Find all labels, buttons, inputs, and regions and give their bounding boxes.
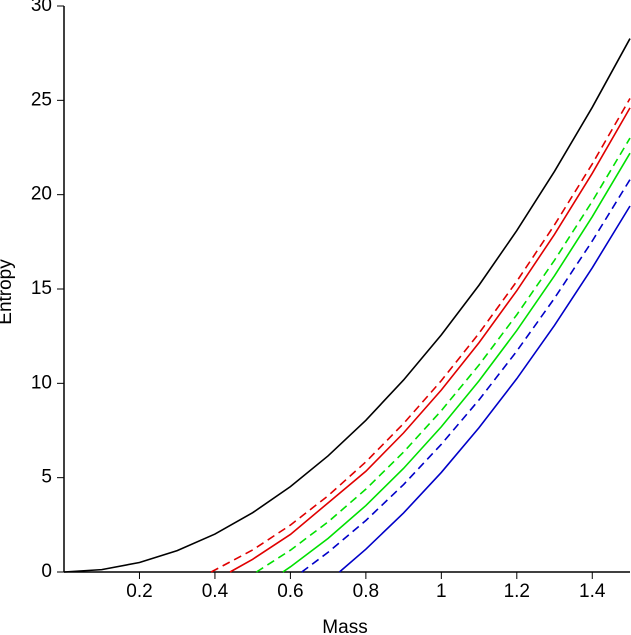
y-tick-label: 10 [31, 372, 52, 393]
curve [63, 38, 631, 573]
x-tick-label: 0.2 [126, 581, 152, 602]
y-tick-label: 15 [31, 278, 52, 299]
y-tick-label: 30 [31, 0, 52, 16]
curve [338, 205, 631, 573]
y-axis-label: Entropy [0, 259, 16, 325]
x-axis-label: Mass [322, 617, 367, 635]
y-tick-label: 25 [31, 89, 52, 110]
y-tick-label: 5 [41, 467, 52, 488]
x-tick-label: 1.2 [504, 581, 530, 602]
curve [256, 137, 631, 573]
x-tick-label: 1.4 [579, 581, 606, 602]
curve [210, 98, 631, 573]
y-tick-label: 0 [41, 561, 52, 582]
curve [282, 152, 631, 573]
x-tick-label: 0.4 [202, 581, 229, 602]
x-tick-label: 0.6 [277, 581, 303, 602]
x-tick-label: 0.8 [353, 581, 379, 602]
curve [229, 107, 631, 573]
y-tick-label: 20 [31, 184, 52, 205]
curve [301, 179, 631, 573]
x-tick-label: 1 [436, 581, 447, 602]
